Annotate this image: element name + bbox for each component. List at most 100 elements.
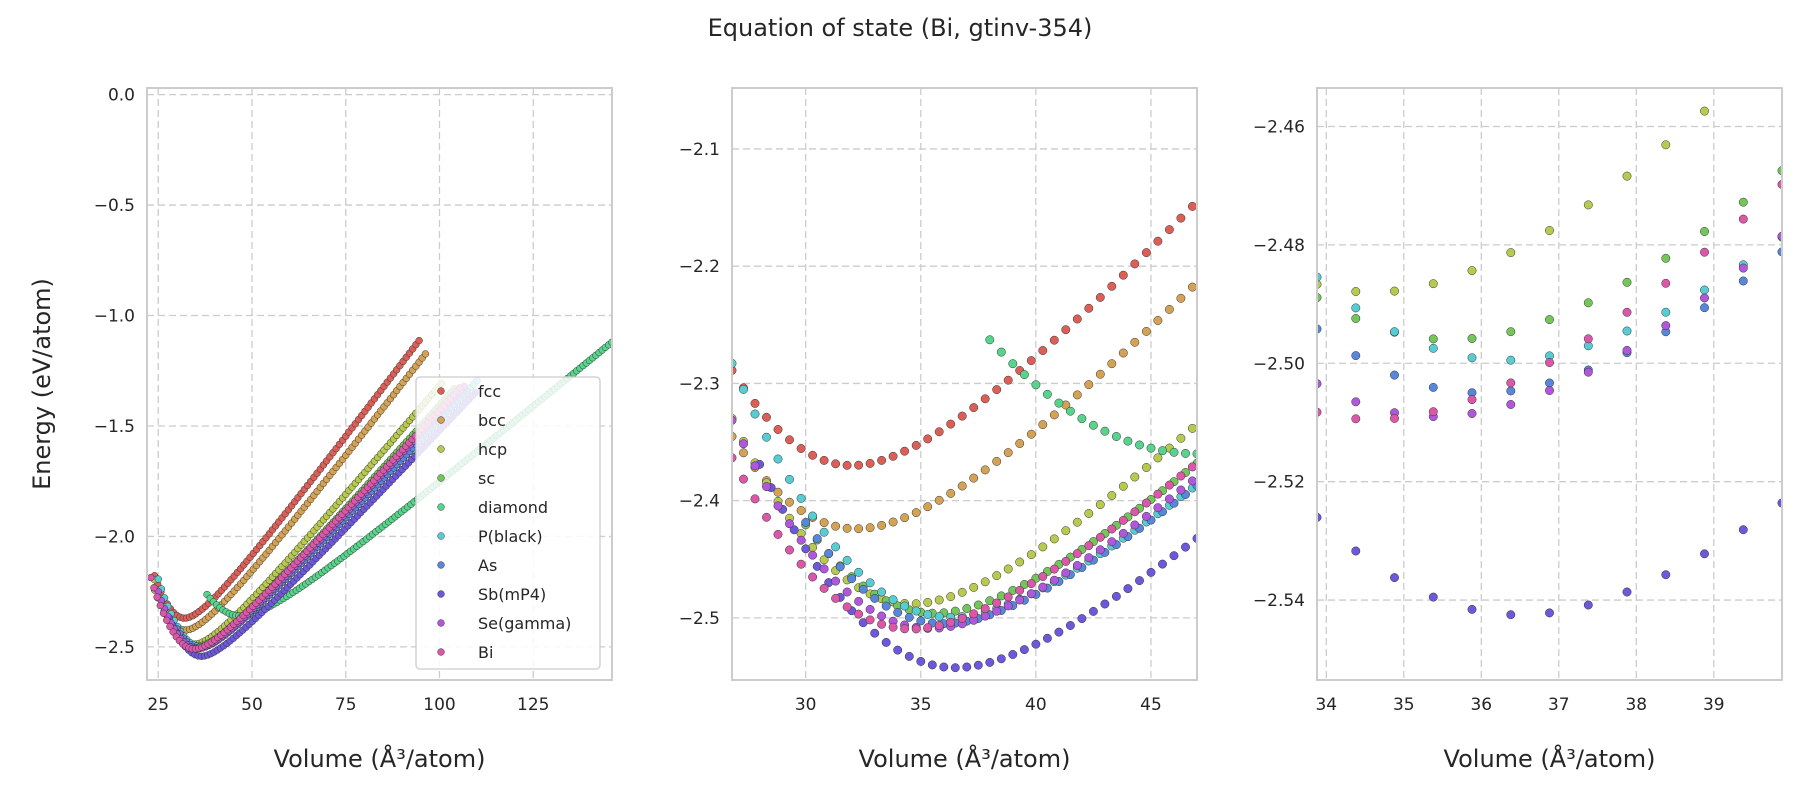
data-point-sb-mp4- [1065,621,1075,630]
data-point-bi [1118,515,1128,525]
data-point-bi [153,593,161,601]
data-point-se-gamma- [1622,345,1632,355]
data-point-fcc [773,425,783,434]
y-tick-label: −2.54 [1253,591,1305,611]
data-point-diamond [1054,398,1064,408]
data-point-as [1390,370,1399,380]
data-point-se-gamma- [1130,520,1140,530]
data-point-as [1274,291,1282,299]
data-point-bcc [900,513,910,523]
data-point-as [1216,464,1224,472]
data-point-sb-mp4- [1545,608,1554,618]
data-point-p-black- [819,527,829,537]
data-point-se-gamma- [1777,231,1782,241]
data-point-hcp [1095,500,1105,510]
data-point-se-gamma- [831,576,841,586]
data-point-se-gamma- [854,596,864,606]
data-point-p-black- [705,303,713,311]
data-point-fcc [842,460,852,470]
data-point-sb-mp4- [893,645,903,655]
data-point-hcp [1545,226,1554,235]
data-point-bi [1545,358,1554,367]
data-point-fcc [1026,356,1036,366]
data-point-hcp [1467,266,1477,276]
data-point-bcc [957,481,967,491]
data-point-diamond [1065,406,1075,416]
data-point-bi [842,602,852,612]
data-point-se-gamma- [1467,409,1477,418]
data-point-bcc [1003,448,1013,458]
data-point-sb-mp4- [801,544,811,554]
data-point-bi [1200,453,1208,461]
data-point-bcc [946,488,956,498]
data-point-hcp [1187,423,1197,433]
data-point-bi [992,598,1002,608]
data-point-hcp [1274,265,1282,273]
data-point-bcc [877,520,887,530]
y-tick-label: 0.0 [108,86,135,106]
data-point-bcc [1211,260,1219,268]
data-point-bi [1506,378,1516,388]
data-point-hcp [1049,534,1059,544]
data-point-bi [1049,564,1059,574]
data-point-as [893,608,903,617]
data-point-bcc [1187,282,1197,292]
data-point-bi [1738,214,1748,224]
data-point-p-black- [154,575,162,583]
data-point-bcc [705,395,713,403]
data-point-diamond [1100,426,1110,436]
data-point-hcp [1778,34,1786,42]
data-point-sb-mp4- [1661,570,1671,580]
data-point-hcp [1351,287,1361,296]
data-point-bi [1130,507,1140,517]
legend-marker [437,648,445,656]
data-point-sb-mp4- [1181,542,1190,552]
data-point-sb-mp4- [1235,425,1243,433]
data-point-fcc [854,460,864,470]
data-point-sb-mp4- [1031,639,1041,649]
data-point-sb-mp4- [1738,525,1748,535]
y-tick-label: −1.0 [94,307,135,327]
y-tick-label: −2.4 [679,492,720,512]
data-point-sc [1545,315,1554,325]
legend: fcc bcc hcp sc diamond P(black) As Sb(mP4) Se(ga… [415,376,601,670]
x-tick-label: 40 [1025,695,1047,715]
data-point-p-black- [750,409,760,419]
data-point-fcc [923,434,933,444]
data-point-hcp [957,587,967,597]
data-point-fcc [1038,346,1048,355]
data-point-se-gamma- [1107,537,1117,547]
data-point-sc [1351,314,1361,323]
legend-label: sc [478,469,495,488]
y-tick-label: −2.2 [679,257,720,277]
data-point-bcc [1038,420,1048,430]
data-point-sc [1661,253,1671,263]
data-point-fcc [796,444,806,453]
data-point-bcc [854,524,864,534]
data-point-bi [1176,471,1186,481]
data-point-p-black- [1428,343,1438,353]
data-point-bi [1141,498,1151,508]
data-point-p-black- [1661,307,1671,317]
data-point-sb-mp4- [1088,606,1098,616]
legend-marker [437,387,445,395]
data-point-se-gamma- [750,461,760,471]
data-point-bcc [732,432,737,441]
data-point-se-gamma- [865,604,875,614]
data-point-sb-mp4- [1077,614,1087,624]
data-point-se-gamma- [796,535,806,545]
data-point-bi [911,624,921,634]
x-tick-label: 30 [795,695,817,715]
data-point-se-gamma- [1003,601,1013,611]
data-point-bi [705,407,713,415]
panel-frame [146,87,613,681]
data-point-as [1700,303,1709,313]
data-point-sb-mp4- [1123,584,1133,594]
data-point-hcp [969,582,979,592]
data-point-sb-mp4- [1169,551,1179,561]
y-tick-label: −0.5 [94,196,135,216]
data-point-se-gamma- [819,564,829,574]
data-point-diamond [1169,447,1179,457]
data-point-p-black- [865,578,875,588]
data-point-fcc [716,347,724,355]
